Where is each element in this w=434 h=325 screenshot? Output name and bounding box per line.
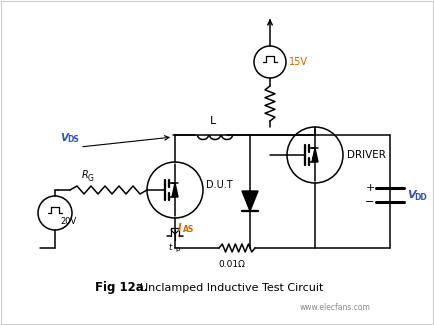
- Text: AS: AS: [183, 226, 194, 235]
- Polygon shape: [242, 191, 258, 211]
- Text: www.elecfans.com: www.elecfans.com: [300, 304, 371, 313]
- Text: DD: DD: [414, 193, 427, 202]
- Text: I: I: [178, 223, 181, 233]
- Text: R: R: [82, 170, 89, 180]
- Text: t: t: [169, 243, 172, 252]
- Text: Fig 12a.: Fig 12a.: [95, 281, 148, 294]
- Text: +: +: [365, 183, 375, 193]
- Text: L: L: [210, 116, 216, 126]
- Text: V: V: [407, 190, 416, 200]
- Text: D.U.T: D.U.T: [206, 180, 233, 190]
- Polygon shape: [312, 148, 318, 162]
- Text: −: −: [365, 197, 375, 207]
- Text: 15V: 15V: [289, 57, 308, 67]
- Polygon shape: [172, 183, 178, 197]
- Text: Unclamped Inductive Test Circuit: Unclamped Inductive Test Circuit: [140, 283, 323, 293]
- Text: DRIVER: DRIVER: [347, 150, 386, 160]
- Text: G: G: [88, 174, 94, 183]
- Text: p: p: [175, 246, 179, 252]
- Text: 0.01Ω: 0.01Ω: [219, 260, 246, 269]
- Text: 20V: 20V: [60, 217, 76, 226]
- Text: DS: DS: [67, 136, 79, 145]
- Text: V: V: [60, 133, 68, 143]
